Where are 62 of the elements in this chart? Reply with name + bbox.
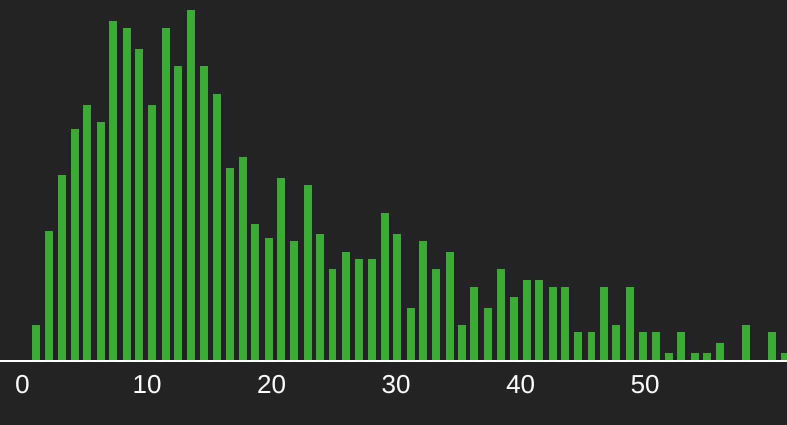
bar	[381, 213, 389, 360]
bar	[32, 325, 40, 360]
x-tick-label: 0	[15, 369, 30, 400]
x-tick-label: 50	[630, 369, 660, 400]
bar	[109, 21, 117, 360]
bar	[600, 287, 608, 360]
bar	[432, 269, 440, 360]
bar	[612, 325, 620, 360]
bar	[470, 287, 478, 360]
bar	[355, 259, 363, 360]
bar	[71, 129, 79, 360]
bar	[83, 105, 91, 360]
bar	[446, 252, 454, 360]
bar	[200, 66, 208, 360]
bar	[407, 308, 415, 360]
bar	[393, 234, 401, 360]
bar	[329, 269, 336, 360]
bar	[135, 49, 143, 360]
bar	[677, 332, 685, 360]
bar	[97, 122, 105, 360]
bar	[549, 287, 557, 360]
x-tick-label: 20	[257, 369, 286, 400]
bar	[665, 353, 673, 360]
bar	[510, 297, 518, 360]
bar	[174, 66, 182, 360]
bar	[162, 28, 170, 360]
bar	[265, 238, 273, 360]
bar	[703, 353, 711, 360]
bar	[768, 332, 776, 360]
bar	[497, 269, 505, 360]
bar	[342, 252, 350, 360]
x-tick-label: 40	[506, 369, 535, 400]
bar	[251, 224, 259, 360]
bar	[716, 343, 724, 360]
bar	[574, 332, 582, 360]
bar	[368, 259, 376, 360]
bar	[304, 185, 312, 360]
bar	[639, 332, 647, 360]
bar	[277, 178, 285, 360]
bar	[588, 332, 595, 360]
bar	[458, 325, 466, 360]
bar	[484, 308, 492, 360]
bar	[691, 353, 699, 360]
bar	[652, 332, 660, 360]
bar	[742, 325, 750, 360]
bar	[561, 287, 569, 360]
x-tick-label: 10	[132, 369, 162, 400]
bar	[58, 175, 66, 360]
bar	[187, 10, 195, 360]
bar	[213, 94, 221, 360]
bar	[419, 241, 427, 360]
bar	[316, 234, 324, 360]
bar	[535, 280, 543, 360]
bar	[123, 28, 131, 360]
bar	[290, 241, 298, 360]
bar	[148, 105, 156, 360]
bar	[226, 168, 234, 360]
bar	[239, 157, 247, 360]
x-tick-label: 30	[382, 369, 410, 400]
bar	[523, 280, 531, 360]
bar	[626, 287, 634, 360]
bar	[45, 231, 53, 360]
